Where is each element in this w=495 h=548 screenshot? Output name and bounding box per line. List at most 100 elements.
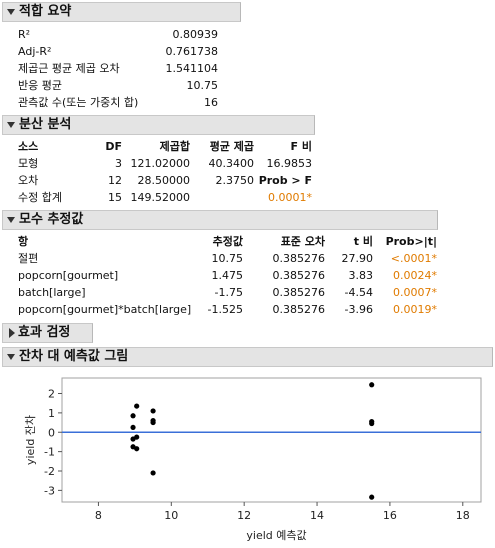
params-col-header: 항 [18,235,29,248]
params-cell-est: 1.475 [211,269,244,282]
residual-point [134,434,140,440]
params-cell-est: -1.75 [214,286,243,299]
params-row: popcorn[gourmet] 1.475 0.385276 3.83 0.0024* [0,268,495,284]
params-cell-t: 27.90 [341,252,374,265]
anova-cell-ss: 149.52000 [130,191,191,204]
summary-label: 반응 평균 [18,79,62,92]
disclosure-right-icon[interactable] [9,328,15,338]
residual-point [369,494,375,500]
disclosure-down-icon[interactable] [7,217,15,223]
summary-label: 제곱근 평균 제곱 오차 [18,62,120,75]
params-cell-est: 10.75 [211,252,244,265]
params-cell-se: 0.385276 [272,252,326,265]
summary-label: R² [18,28,31,41]
summary-value: 1.541104 [165,62,219,75]
summary-label: Adj-R² [18,45,52,58]
anova-cell-df: 12 [108,174,122,187]
params-cell-t: -4.54 [344,286,373,299]
params-col-header: 추정값 [212,235,243,248]
anova-header[interactable]: 분산 분석 [2,115,315,135]
params-cell-p: 0.0007* [393,286,437,299]
x-tick-label: 8 [95,509,102,522]
summary-row: 반응 평균 10.75 [0,78,240,94]
residual-point [150,408,156,414]
anova-col-header: 소스 [18,140,39,153]
params-cell-term: popcorn[gourmet] [18,269,119,282]
y-tick-label: -3 [44,484,55,497]
params-cell-est: -1.525 [207,303,243,316]
summary-title: 적합 요약 [19,4,72,19]
anova-cell-ms: 40.3400 [208,157,255,170]
anova-cell-ss: 121.02000 [130,157,191,170]
x-tick-label: 10 [164,509,178,522]
residual-point [134,403,140,409]
residual-plot-header[interactable]: 잔차 대 예측값 그림 [2,347,493,367]
residual-point [150,419,156,426]
y-tick-label: 0 [48,426,55,439]
params-cell-t: -3.96 [344,303,373,316]
summary-value: 16 [204,96,218,109]
anova-cell-ss: 28.50000 [137,174,191,187]
disclosure-down-icon[interactable] [7,9,15,15]
anova-cell-df: 3 [115,157,122,170]
params-cell-term: 절편 [18,252,39,265]
plot-frame [61,377,482,503]
anova-title: 분산 분석 [19,117,72,132]
anova-row: 수정 합계 15 149.52000 0.0001* [0,190,320,206]
anova-cell-source: 수정 합계 [18,191,62,204]
params-row: 절편 10.75 0.385276 27.90 <.0001* [0,251,495,267]
anova-cell-f: 0.0001* [268,191,312,204]
summary-row: R² 0.80939 [0,27,240,43]
y-tick-label: -1 [44,446,55,459]
anova-row: 모형 3 121.02000 40.3400 16.9853 [0,156,320,172]
params-col-header: t 비 [353,235,373,248]
params-cell-p: 0.0019* [393,303,437,316]
params-row: batch[large] -1.75 0.385276 -4.54 0.0007* [0,285,495,301]
summary-header[interactable]: 적합 요약 [2,2,241,22]
summary-row: 관측값 수(또는 가중치 합) 16 [0,95,240,111]
residual-plot-title: 잔차 대 예측값 그림 [19,349,129,364]
y-tick-label: 1 [48,407,55,420]
disclosure-down-icon[interactable] [7,354,15,360]
params-cell-p: 0.0024* [393,269,437,282]
params-cell-p: <.0001* [390,252,437,265]
anova-col-header: DF [105,140,122,153]
summary-row: Adj-R² 0.761738 [0,44,240,60]
params-cell-se: 0.385276 [272,303,326,316]
residual-point [130,413,136,419]
anova-cell-df: 15 [108,191,122,204]
params-cell-term: batch[large] [18,286,86,299]
params-header[interactable]: 모수 추정값 [2,210,438,230]
params-cell-term: popcorn[gourmet]*batch[large] [18,303,192,316]
residual-point [130,424,136,431]
residual-point [134,446,140,452]
anova-header-row: 소스 DF 제곱합 평균 제곱 F 비 [0,139,320,155]
params-header-row: 항 추정값 표준 오차 t 비 Prob>|t| [0,234,495,250]
params-col-header: Prob>|t| [385,235,437,248]
y-axis-label: yield 잔차 [24,415,37,465]
params-cell-t: 3.83 [348,269,374,282]
anova-cell-f: 16.9853 [266,157,313,170]
disclosure-down-icon[interactable] [7,122,15,128]
residual-point [369,382,375,388]
summary-value: 10.75 [186,79,219,92]
params-row: popcorn[gourmet]*batch[large] -1.525 0.385… [0,302,495,318]
anova-col-header: 제곱합 [159,140,190,153]
params-cell-se: 0.385276 [272,286,326,299]
params-col-header: 표준 오차 [280,235,325,248]
anova-cell-source: 모형 [18,157,39,170]
anova-cell-ms: 2.3750 [215,174,255,187]
effects-title: 효과 검정 [18,325,71,340]
summary-label: 관측값 수(또는 가중치 합) [18,96,139,109]
summary-value: 0.80939 [172,28,219,41]
x-tick-label: 14 [310,509,324,522]
params-title: 모수 추정값 [19,212,84,227]
x-tick-label: 16 [383,509,397,522]
anova-cell-f: Prob > F [258,174,312,187]
effects-header[interactable]: 효과 검정 [2,323,93,343]
anova-row: 오차 12 28.50000 2.3750 Prob > F [0,173,320,189]
y-tick-label: -2 [44,465,55,478]
x-tick-label: 18 [456,509,470,522]
x-axis-label: yield 예측값 [246,529,306,542]
